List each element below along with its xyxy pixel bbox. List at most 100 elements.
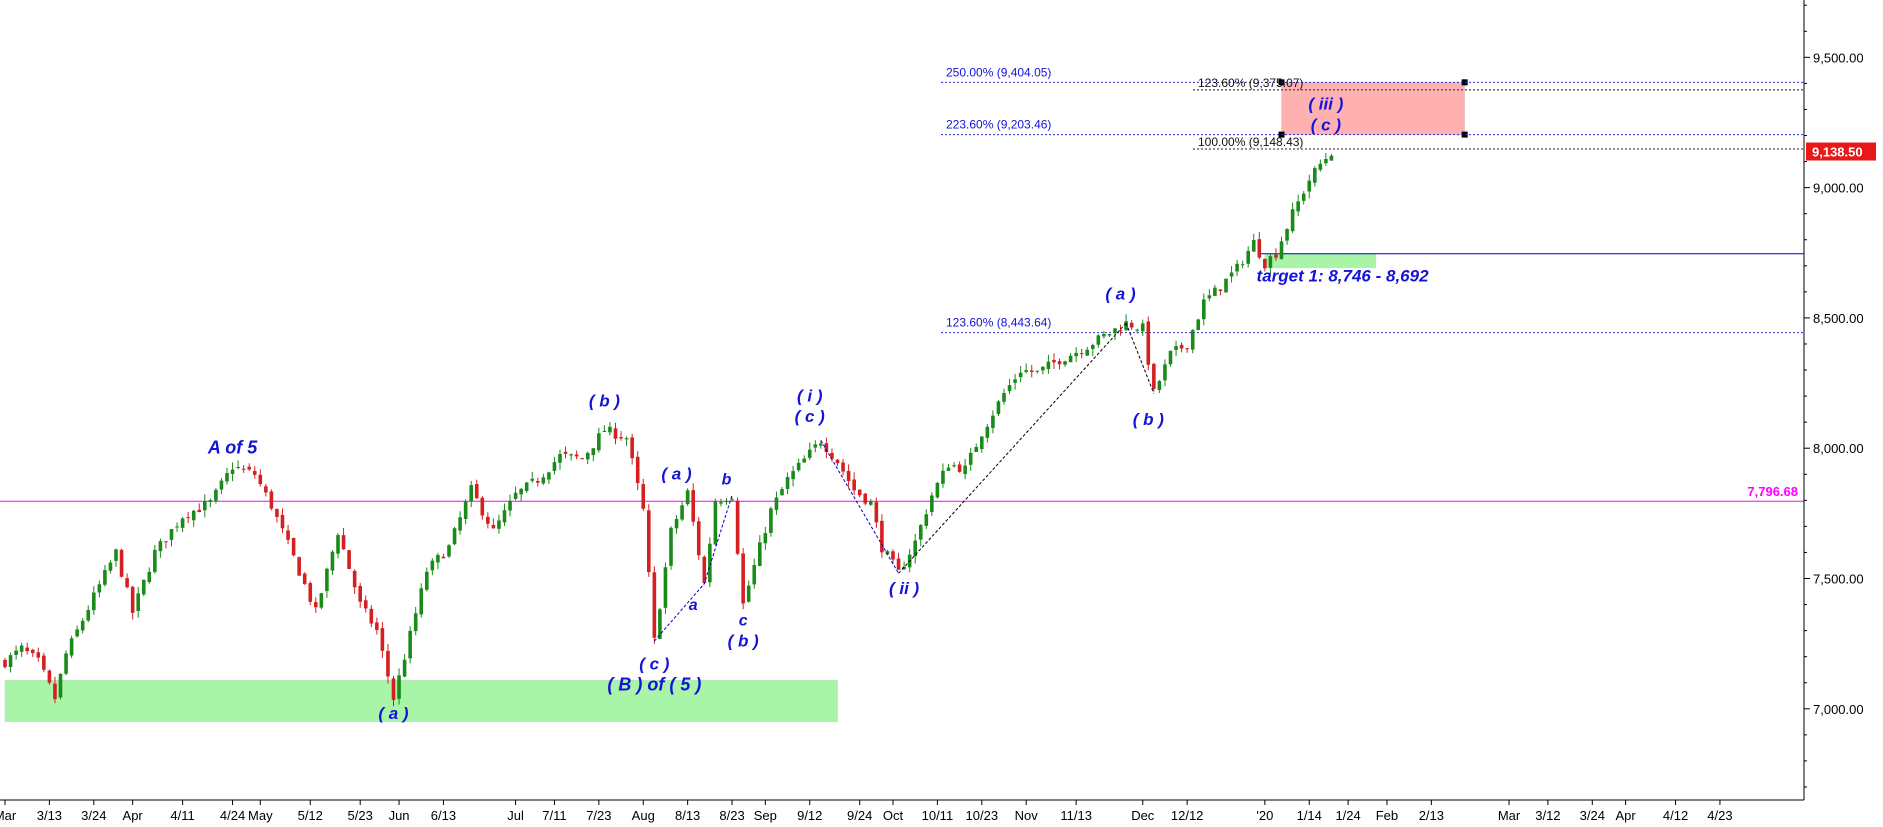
candle-down bbox=[619, 437, 623, 439]
candle-up bbox=[1285, 228, 1289, 241]
candle-up bbox=[885, 551, 890, 555]
candle-up bbox=[930, 495, 934, 513]
candle-down bbox=[863, 493, 868, 504]
wave-label: b bbox=[722, 472, 732, 489]
zone-corner-marker bbox=[1461, 131, 1468, 138]
candle-down bbox=[563, 451, 568, 454]
candle-up bbox=[918, 525, 923, 540]
candle-up bbox=[547, 472, 551, 480]
candle-up bbox=[785, 477, 790, 489]
candle-down bbox=[880, 520, 884, 553]
candle-up bbox=[708, 543, 712, 583]
wave-label: ( ii ) bbox=[889, 579, 920, 598]
x-tick-label: 7/23 bbox=[586, 808, 611, 823]
candle-up bbox=[1240, 264, 1245, 266]
support-zone-green-low bbox=[4, 679, 838, 723]
candle-up bbox=[225, 473, 229, 482]
candle-up bbox=[114, 549, 118, 561]
candle-down bbox=[197, 509, 202, 512]
x-tick-label: 3/13 bbox=[37, 808, 62, 823]
candle-up bbox=[169, 529, 174, 540]
candle-up bbox=[1246, 250, 1250, 264]
x-tick-label: 4/12 bbox=[1663, 808, 1688, 823]
candle-up bbox=[1163, 364, 1167, 381]
level-label-7796: 7,796.68 bbox=[1747, 484, 1798, 499]
candle-down bbox=[1218, 289, 1223, 292]
candle-up bbox=[585, 452, 590, 460]
candle-down bbox=[735, 500, 740, 554]
candle-up bbox=[175, 526, 179, 528]
candle-up bbox=[508, 500, 512, 511]
candle-down bbox=[275, 508, 279, 517]
candle-up bbox=[1024, 370, 1028, 373]
candle-up bbox=[974, 447, 979, 453]
candle-up bbox=[685, 490, 690, 505]
candle-up bbox=[869, 501, 873, 505]
x-tick-label: Sep bbox=[754, 808, 777, 823]
candle-up bbox=[497, 520, 501, 529]
candle-up bbox=[963, 465, 967, 475]
candle-up bbox=[1007, 385, 1012, 392]
candle-down bbox=[130, 586, 135, 613]
x-tick-label: 10/23 bbox=[966, 808, 999, 823]
candle-down bbox=[857, 489, 862, 496]
x-tick-label: 4/24 bbox=[220, 808, 245, 823]
candle-up bbox=[813, 444, 818, 448]
wave-label: ( a ) bbox=[1105, 285, 1136, 304]
candle-up bbox=[1190, 330, 1195, 350]
candle-down bbox=[125, 578, 129, 588]
wave-label: ( B ) of ( 5 ) bbox=[607, 675, 701, 695]
candle-up bbox=[147, 571, 152, 583]
y-tick-label: 7,500.00 bbox=[1813, 572, 1864, 587]
candle-up bbox=[519, 488, 523, 495]
x-tick-label: Apr bbox=[1615, 808, 1636, 823]
candle-up bbox=[75, 629, 79, 637]
candle-down bbox=[30, 649, 35, 654]
candle-down bbox=[574, 454, 579, 457]
candle-down bbox=[835, 459, 840, 464]
candle-down bbox=[580, 458, 584, 460]
candle-up bbox=[1091, 344, 1095, 349]
x-tick-label: 4/11 bbox=[170, 808, 194, 823]
candle-down bbox=[702, 556, 707, 583]
candle-down bbox=[486, 516, 490, 524]
candle-up bbox=[141, 579, 146, 595]
candle-down bbox=[25, 647, 29, 652]
wave-label: ( iii ) bbox=[1308, 94, 1343, 113]
candle-down bbox=[3, 659, 7, 668]
candle-down bbox=[891, 551, 895, 560]
candle-up bbox=[413, 613, 418, 632]
candle-up bbox=[1068, 355, 1073, 363]
candle-up bbox=[663, 567, 668, 608]
candle-up bbox=[996, 401, 1001, 414]
candle-down bbox=[1263, 258, 1267, 269]
x-tick-label: 12/12 bbox=[1171, 808, 1204, 823]
candle-up bbox=[796, 462, 801, 471]
zone-corner-marker bbox=[1461, 79, 1468, 86]
last-price-label: 9,138.50 bbox=[1812, 145, 1863, 160]
candle-down bbox=[302, 573, 307, 584]
candle-up bbox=[1107, 334, 1112, 336]
candle-up bbox=[219, 480, 224, 490]
candle-up bbox=[1013, 379, 1017, 383]
candle-up bbox=[103, 570, 107, 585]
candle-down bbox=[308, 583, 313, 602]
candle-up bbox=[591, 448, 596, 456]
candle-down bbox=[291, 537, 296, 556]
candle-up bbox=[769, 508, 773, 533]
wave-label: ( c ) bbox=[1311, 115, 1342, 134]
candle-down bbox=[386, 650, 390, 677]
candle-up bbox=[1102, 334, 1106, 337]
candle-down bbox=[363, 600, 368, 609]
candle-up bbox=[1157, 381, 1162, 390]
candle-down bbox=[252, 471, 257, 475]
x-tick-label: Mar bbox=[0, 808, 17, 823]
candle-up bbox=[991, 415, 995, 428]
candle-down bbox=[1146, 321, 1151, 365]
x-tick-label: May bbox=[248, 808, 273, 823]
horizontal-lines-layer: 7,796.68 250.00% (9,404.05) 223.60% (9,203… bbox=[0, 65, 1804, 502]
candle-down bbox=[1274, 254, 1278, 258]
candle-down bbox=[269, 491, 274, 509]
